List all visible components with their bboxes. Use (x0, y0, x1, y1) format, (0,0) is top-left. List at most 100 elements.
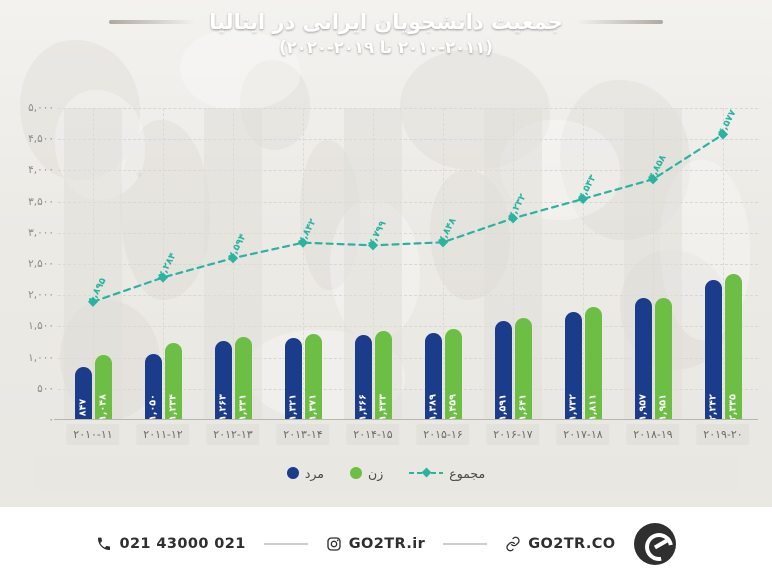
gridline (58, 388, 758, 390)
y-axis-tick-label: ۳,۰۰۰ (28, 226, 54, 239)
page-subtitle: (۲۰۱۰-۲۰۱۱ تا ۲۰۱۹-۲۰۲۰) (279, 38, 493, 57)
bar-female[interactable]: ۱,۸۱۱ (584, 307, 602, 421)
bar-male[interactable]: ۱,۰۵۰ (144, 354, 162, 421)
vertical-gridline (373, 108, 374, 420)
y-axis-tick-label: ۲,۵۰۰ (28, 258, 54, 270)
footer-bar: GO2TR.CO GO2TR.ir 021 43000 021 (0, 507, 772, 581)
brand-logo-icon (633, 523, 676, 565)
bar-male[interactable]: ۱,۲۶۳ (214, 341, 232, 421)
vertical-gridline (233, 108, 234, 420)
bar-group: ۲,۲۴۲ ۲,۳۳۵ (688, 274, 758, 421)
x-axis-tick-label: ۲۰۱۴-۱۵ (346, 424, 400, 445)
legend-label-total: مجموع (449, 465, 486, 481)
bar-group: ۱,۲۶۳ ۱,۳۳۱ (198, 336, 268, 421)
vertical-gridline (653, 108, 654, 420)
x-axis-tick-label: ۲۰۱۱-۱۲ (136, 424, 190, 445)
bar-male[interactable]: ۱,۳۶۶ (354, 334, 372, 421)
gridline (58, 108, 758, 109)
y-axis-tick-label: ۵,۰۰۰ (28, 102, 54, 114)
footer-phone[interactable]: 021 43000 021 (96, 536, 245, 552)
chart-legend: مجموع زن مرد (34, 456, 738, 490)
gridline (58, 201, 758, 203)
y-axis-tick-label: ۳,۵۰۰ (28, 195, 54, 208)
bar-female[interactable]: ۱,۴۳۳ (374, 330, 392, 421)
bar-male[interactable]: ۲,۲۴۲ (704, 280, 722, 421)
bar-female[interactable]: ۱,۴۵۹ (444, 328, 462, 421)
bar-female[interactable]: ۱,۳۳۱ (234, 336, 252, 421)
title-rule-right (109, 20, 196, 24)
footer-instagram-text: GO2TR.ir (348, 536, 426, 552)
footer-phone-text: 021 43000 021 (119, 536, 246, 552)
x-axis-tick-label: ۲۰۱۰-۱۱ (66, 424, 120, 445)
total-point-marker[interactable] (157, 272, 169, 283)
bar-female[interactable]: ۱,۹۵۱ (654, 298, 672, 421)
legend-swatch-female-icon (350, 467, 363, 479)
bar-female[interactable]: ۲,۳۳۵ (724, 274, 742, 421)
bar-male[interactable]: ۱,۹۵۷ (634, 297, 652, 421)
y-axis-tick-label: ۲,۰۰۰ (28, 289, 54, 302)
x-axis-tick-label: ۲۰۱۸-۱۹ (626, 424, 680, 445)
footer-separator-1 (443, 543, 488, 545)
legend-item-female: زن (350, 466, 383, 481)
vertical-gridline (583, 108, 584, 420)
gridline (58, 264, 758, 265)
bar-male[interactable]: ۱,۳۲۱ (284, 337, 302, 421)
bar-female[interactable]: ۱,۶۴۱ (514, 317, 532, 421)
x-axis-tick-label: ۲۰۱۲-۱۳ (206, 424, 260, 445)
bar-female[interactable]: ۱,۳۷۱ (304, 334, 322, 421)
title-row: جمعیت دانشجویان ایرانی در ایتالیا (0, 10, 772, 34)
legend-swatch-male-icon (286, 467, 299, 479)
y-axis: ۰ ۵۰۰ ۱,۰۰۰ ۱,۵۰۰ ۲,۰۰۰ ۲,۵۰۰ ۳,۰۰۰ ۳,۵۰۰ ۴,۰۰۰ ۴… (4, 102, 54, 426)
bar-group: ۸۴۷ ۱,۰۴۸ (58, 354, 128, 421)
bar-female[interactable]: ۱,۰۴۸ (94, 354, 112, 421)
bar-group: ۱,۳۶۶ ۱,۴۳۳ (338, 330, 408, 421)
footer-website-text: GO2TR.CO (528, 536, 616, 552)
x-axis-line (54, 419, 758, 420)
total-line-path (91, 133, 725, 303)
vertical-gridline (723, 108, 724, 420)
instagram-icon (327, 537, 341, 551)
legend-item-male: مرد (286, 465, 325, 481)
y-axis-tick-label: ۴,۵۰۰ (28, 133, 54, 146)
y-axis-tick-label: ۱,۵۰۰ (28, 320, 54, 333)
dashed-line-key-icon (409, 467, 444, 478)
vertical-gridline (443, 108, 444, 420)
footer-instagram[interactable]: GO2TR.ir (326, 536, 425, 552)
gridline (58, 232, 758, 234)
plot-area: ۰ ۵۰۰ ۱,۰۰۰ ۱,۵۰۰ ۲,۰۰۰ ۲,۵۰۰ ۳,۰۰۰ ۳,۵۰۰ ۴,۰۰۰ ۴… (28, 102, 758, 426)
footer-website[interactable]: GO2TR.CO (505, 536, 615, 552)
x-axis-tick-label: ۲۰۱۹-۲۰ (696, 424, 750, 445)
legend-item-total: مجموع (409, 466, 485, 481)
bar-male[interactable]: ۱,۷۳۲ (564, 311, 582, 421)
total-point-marker[interactable] (227, 253, 239, 264)
x-axis-tick-label: ۲۰۱۳-۱۴ (276, 424, 330, 445)
total-point-marker[interactable] (297, 237, 309, 248)
footer-separator-2 (263, 543, 308, 545)
bar-group: ۱,۳۸۹ ۱,۴۵۹ (408, 328, 478, 421)
total-point-marker[interactable] (87, 296, 99, 307)
y-axis-tick-label: ۱,۰۰۰ (28, 351, 54, 364)
bar-male[interactable]: ۱,۵۹۱ (494, 320, 512, 421)
y-axis-tick-label: ۴,۰۰۰ (28, 164, 54, 177)
legend-label-male: مرد (304, 465, 325, 481)
total-line (87, 129, 729, 307)
gridline (58, 139, 758, 141)
page-title: جمعیت دانشجویان ایرانی در ایتالیا (209, 10, 563, 34)
phone-icon (98, 537, 111, 550)
chart-header: جمعیت دانشجویان ایرانی در ایتالیا (۲۰۱۰-… (0, 10, 772, 57)
gridline (58, 326, 758, 328)
bar-male[interactable]: ۸۴۷ (74, 367, 92, 420)
y-axis-tick-label: ۰ (48, 414, 54, 426)
bar-female[interactable]: ۱,۲۳۴ (164, 343, 182, 421)
bar-male[interactable]: ۱,۳۸۹ (424, 333, 442, 421)
bar-group: ۱,۳۲۱ ۱,۳۷۱ (268, 334, 338, 421)
x-axis-tick-label: ۲۰۱۷-۱۸ (556, 424, 610, 445)
vertical-gridline (303, 108, 304, 420)
x-axis-tick-label: ۲۰۱۶-۱۷ (486, 424, 540, 445)
vertical-gridline (513, 108, 514, 420)
gridline (58, 357, 758, 359)
x-axis: ۲۰۱۰-۱۱ ۲۰۱۱-۱۲ ۲۰۱۲-۱۳ ۲۰۱۳-۱۴ ۲۰۱۴-۱۵ ۲۰۱۵-… (58, 424, 758, 450)
bar-group: ۱,۰۵۰ ۱,۲۳۴ (128, 343, 198, 421)
bar-group: ۱,۵۹۱ ۱,۶۴۱ (478, 317, 548, 421)
